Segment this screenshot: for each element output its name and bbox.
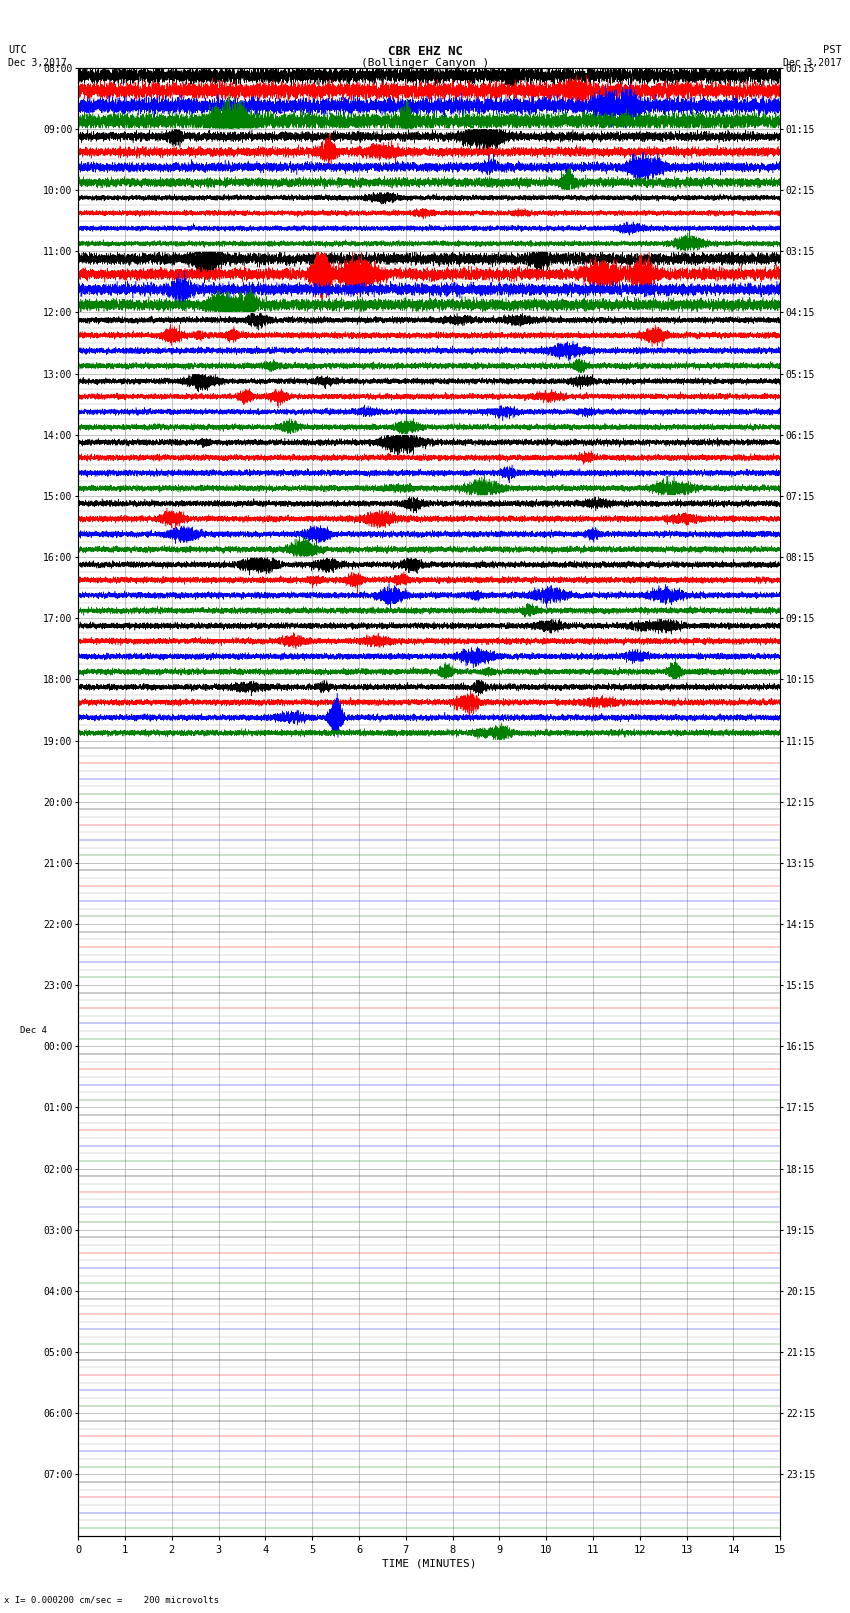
Text: Dec 3,2017: Dec 3,2017 [783, 58, 842, 68]
Text: I = 0.000200 cm/sec: I = 0.000200 cm/sec [369, 71, 481, 81]
Text: x I= 0.000200 cm/sec =    200 microvolts: x I= 0.000200 cm/sec = 200 microvolts [4, 1595, 219, 1605]
Text: CBR EHZ NC: CBR EHZ NC [388, 45, 462, 58]
X-axis label: TIME (MINUTES): TIME (MINUTES) [382, 1558, 477, 1569]
Text: Dec 3,2017: Dec 3,2017 [8, 58, 67, 68]
Text: (Bollinger Canyon ): (Bollinger Canyon ) [361, 58, 489, 68]
Text: PST: PST [823, 45, 842, 55]
Text: UTC: UTC [8, 45, 27, 55]
Text: Dec 4: Dec 4 [20, 1026, 47, 1036]
